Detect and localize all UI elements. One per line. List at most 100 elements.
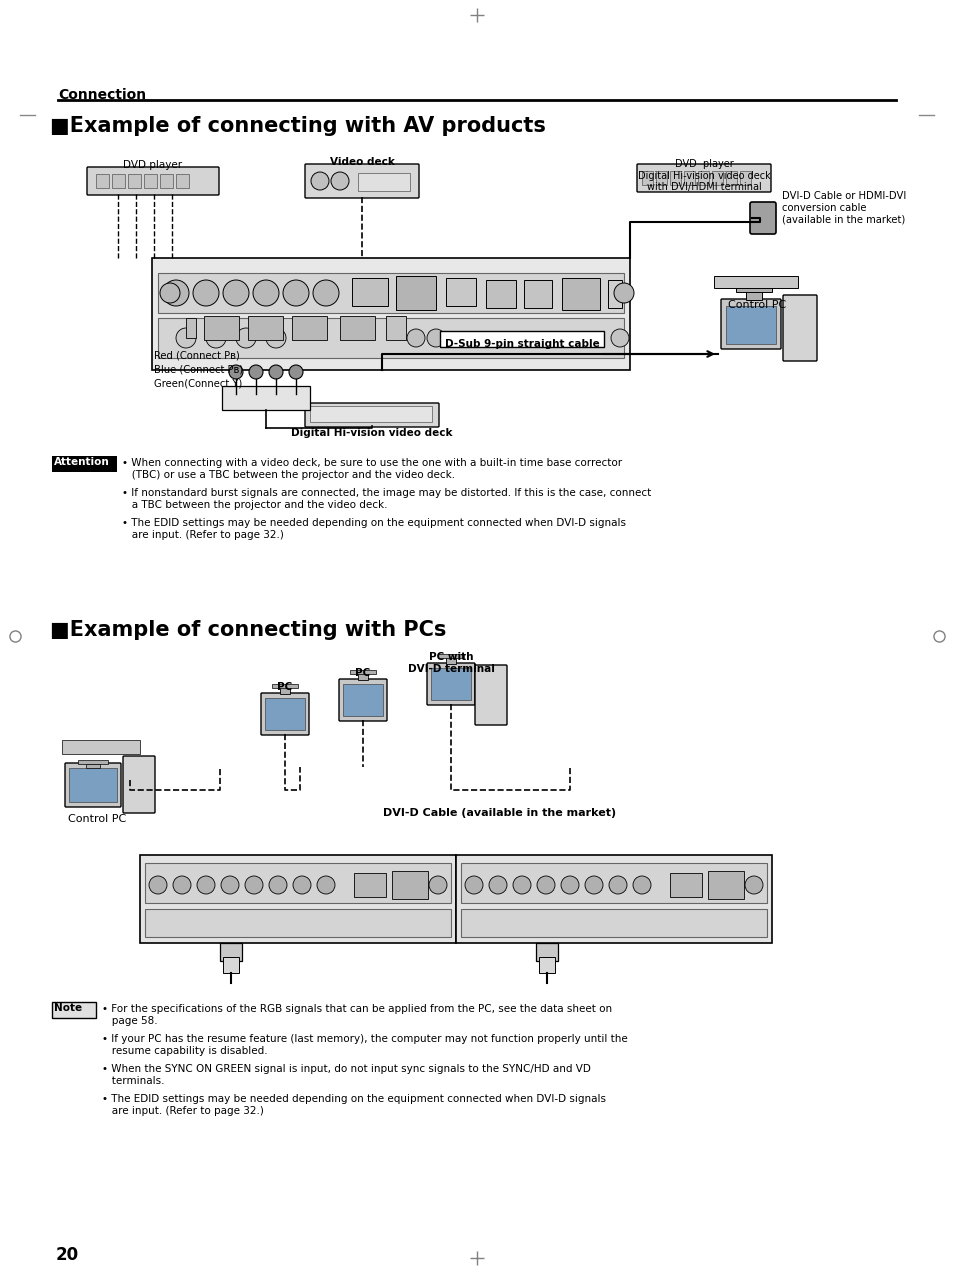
Bar [460, 909, 766, 937]
FancyBboxPatch shape [782, 295, 816, 362]
Bar [145, 909, 451, 937]
Text: • The EDID settings may be needed depending on the equipment connected when DVI-: • The EDID settings may be needed depend… [122, 518, 625, 540]
Bar [96, 174, 109, 188]
Text: • For the specifications of the RGB signals that can be applied from the PC, see: • For the specifications of the RGB sign… [102, 1004, 612, 1026]
Circle shape [633, 876, 650, 894]
Bar [460, 863, 766, 903]
Bar [350, 670, 375, 673]
Circle shape [223, 280, 249, 306]
Bar [707, 871, 743, 899]
Bar [112, 174, 125, 188]
Bar [62, 740, 140, 754]
Bar [446, 656, 456, 665]
Text: Connection: Connection [58, 88, 146, 102]
Circle shape [249, 365, 263, 379]
Circle shape [160, 283, 180, 303]
Circle shape [163, 280, 189, 306]
Text: 20: 20 [56, 1246, 79, 1264]
Circle shape [266, 328, 286, 348]
Circle shape [235, 328, 255, 348]
Circle shape [193, 280, 219, 306]
Bar [725, 171, 737, 185]
Circle shape [614, 283, 634, 303]
Bar [446, 278, 476, 306]
Circle shape [253, 280, 278, 306]
Circle shape [316, 876, 335, 894]
Circle shape [560, 876, 578, 894]
Bar [354, 873, 386, 897]
Bar [128, 174, 141, 188]
Text: Video deck: Video deck [329, 157, 394, 167]
FancyBboxPatch shape [749, 202, 775, 234]
Bar [280, 686, 290, 694]
Text: Red (Connect Pʙ): Red (Connect Pʙ) [153, 350, 239, 360]
Bar [439, 331, 603, 348]
Text: Digital Hi-vision video deck: Digital Hi-vision video deck [291, 428, 453, 438]
Bar [669, 873, 701, 897]
Circle shape [608, 876, 626, 894]
Text: D-Sub 9-pin straight cable: D-Sub 9-pin straight cable [444, 339, 598, 349]
Circle shape [610, 328, 628, 348]
Text: • When connecting with a video deck, be sure to use the one with a built-in time: • When connecting with a video deck, be … [122, 458, 621, 480]
Text: • When the SYNC ON GREEN signal is input, do not input sync signals to the SYNC/: • When the SYNC ON GREEN signal is input… [102, 1064, 590, 1086]
Bar [711, 171, 722, 185]
FancyBboxPatch shape [720, 299, 781, 349]
Circle shape [172, 876, 191, 894]
Bar [140, 855, 456, 943]
Circle shape [229, 365, 243, 379]
Bar [683, 171, 695, 185]
Bar [536, 943, 558, 961]
Bar [740, 171, 750, 185]
Bar [698, 171, 708, 185]
Bar [669, 171, 680, 185]
FancyBboxPatch shape [338, 679, 387, 721]
FancyBboxPatch shape [475, 665, 506, 726]
Bar [52, 456, 117, 472]
Bar [735, 286, 771, 292]
FancyBboxPatch shape [637, 164, 770, 192]
Bar [641, 171, 652, 185]
Bar [561, 278, 599, 311]
Circle shape [293, 876, 311, 894]
Circle shape [464, 876, 482, 894]
Bar [713, 276, 797, 288]
Bar [395, 276, 436, 311]
Circle shape [269, 365, 283, 379]
Bar [386, 316, 406, 340]
Bar [538, 957, 555, 973]
Text: DVI-D Cable or HDMI-DVI
conversion cable
(available in the market): DVI-D Cable or HDMI-DVI conversion cable… [781, 191, 905, 224]
Circle shape [429, 876, 447, 894]
Text: Attention: Attention [54, 457, 110, 467]
Bar [437, 654, 463, 658]
FancyBboxPatch shape [65, 763, 121, 807]
Bar [152, 258, 629, 370]
Bar [145, 863, 451, 903]
Circle shape [331, 172, 349, 190]
Text: Note: Note [54, 1003, 82, 1013]
Bar [78, 760, 108, 764]
Text: Control PC: Control PC [68, 813, 126, 824]
FancyBboxPatch shape [261, 693, 309, 735]
Circle shape [175, 328, 195, 348]
Text: Green(Connect Y): Green(Connect Y) [153, 378, 242, 388]
Bar [204, 316, 239, 340]
Circle shape [427, 328, 444, 348]
Circle shape [744, 876, 762, 894]
Bar [265, 698, 305, 729]
Circle shape [407, 328, 424, 348]
Bar [310, 406, 432, 423]
Bar [607, 280, 621, 308]
Text: PC with
DVI-D terminal: PC with DVI-D terminal [407, 652, 494, 673]
Text: PC: PC [355, 668, 370, 679]
Bar [86, 764, 100, 768]
Circle shape [206, 328, 226, 348]
Bar [357, 173, 410, 191]
Bar [222, 386, 310, 410]
Bar [220, 943, 242, 961]
Text: DVI-D Cable (available in the market): DVI-D Cable (available in the market) [383, 808, 616, 819]
Bar [431, 668, 471, 700]
Text: Blue (Connect Pʙ): Blue (Connect Pʙ) [153, 364, 243, 374]
Bar [523, 280, 552, 308]
Circle shape [221, 876, 239, 894]
Bar [357, 672, 368, 680]
